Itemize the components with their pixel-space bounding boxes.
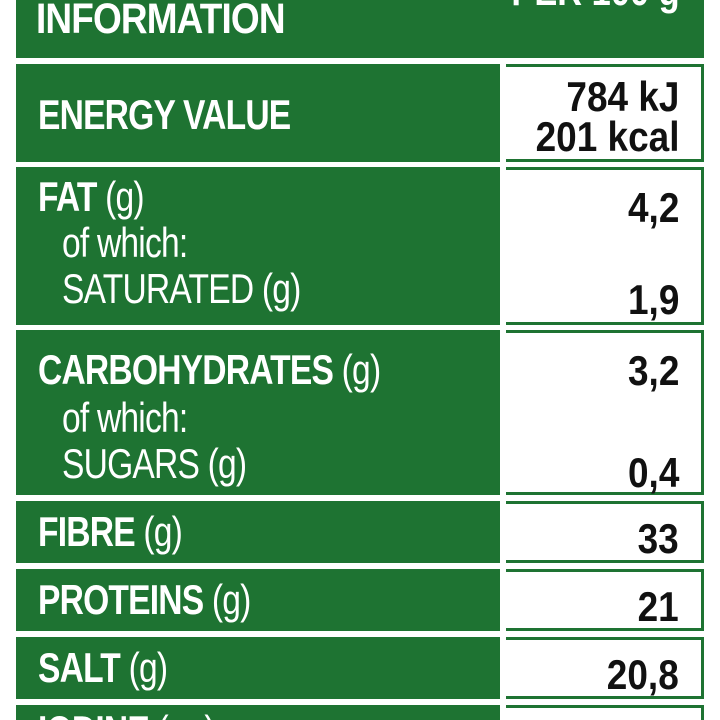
fat-value-cell: 4,2 1,9 — [506, 167, 704, 325]
carbohydrates-unit: (g) — [341, 346, 381, 393]
energy-kj-value: 784 kJ — [565, 73, 679, 120]
saturated-label-text: SATURATED — [62, 265, 254, 312]
proteins-label: PROTEINS (g) — [38, 576, 251, 624]
salt-unit: (g) — [128, 644, 168, 691]
proteins-value-cell: 21 — [506, 569, 704, 631]
proteins-value: 21 — [637, 583, 679, 630]
energy-label-cell: ENERGY VALUE — [16, 64, 500, 162]
sugars-unit: (g) — [207, 440, 247, 487]
fat-label: FAT (g) — [38, 173, 145, 221]
fat-of-which: of which: — [62, 219, 188, 266]
saturated-unit: (g) — [261, 265, 301, 312]
header-per-label: PER 100 g — [512, 0, 680, 15]
sugars-value: 0,4 — [627, 449, 679, 496]
carbohydrates-value: 3,2 — [627, 347, 679, 394]
fat-value: 4,2 — [627, 184, 679, 231]
fat-label-cell: FAT (g) of which: SATURATED (g) — [16, 167, 500, 325]
fibre-value: 33 — [637, 515, 679, 562]
iodine-label: IODINE (µg) — [38, 707, 216, 720]
sugars-label-text: SUGARS — [62, 440, 200, 487]
row-energy: ENERGY VALUE 784 kJ 201 kcal — [16, 64, 704, 162]
sugars-label: SUGARS (g) — [62, 440, 247, 488]
fibre-unit: (g) — [143, 508, 183, 555]
carbohydrates-value-cell: 3,2 0,4 — [506, 330, 704, 495]
row-salt: SALT (g) 20,8 — [16, 637, 704, 699]
energy-kcal-value: 201 kcal — [535, 113, 679, 160]
fibre-label: FIBRE (g) — [38, 508, 183, 556]
carbohydrates-label: CARBOHYDRATES (g) — [38, 346, 381, 394]
salt-label: SALT (g) — [38, 644, 168, 692]
fibre-value-cell: 33 — [506, 501, 704, 563]
fat-unit: (g) — [105, 173, 144, 220]
proteins-label-cell: PROTEINS (g) — [16, 569, 500, 631]
saturated-value: 1,9 — [627, 276, 679, 323]
row-proteins: PROTEINS (g) 21 — [16, 569, 704, 631]
fibre-label-text: FIBRE — [38, 508, 136, 555]
salt-value-cell: 20,8 — [506, 637, 704, 699]
salt-label-cell: SALT (g) — [16, 637, 500, 699]
salt-value: 20,8 — [607, 651, 679, 698]
fat-label-text: FAT — [38, 173, 97, 220]
header-title: INFORMATION — [36, 0, 286, 43]
carbohydrates-label-cell: CARBOHYDRATES (g) of which: SUGARS (g) — [16, 330, 500, 495]
carbohydrates-of-which: of which: — [62, 394, 188, 441]
saturated-label: SATURATED (g) — [62, 265, 301, 313]
proteins-label-text: PROTEINS — [38, 576, 204, 623]
salt-label-text: SALT — [38, 644, 121, 691]
iodine-label-cell: IODINE (µg) — [16, 705, 500, 720]
energy-label: ENERGY VALUE — [38, 91, 291, 138]
energy-value-cell: 784 kJ 201 kcal — [506, 64, 704, 162]
fibre-label-cell: FIBRE (g) — [16, 501, 500, 563]
iodine-value-cell — [506, 705, 704, 720]
iodine-label-text: IODINE — [38, 707, 150, 720]
row-carbohydrates: CARBOHYDRATES (g) of which: SUGARS (g) 3… — [16, 330, 704, 495]
row-fibre: FIBRE (g) 33 — [16, 501, 704, 563]
carbohydrates-label-text: CARBOHYDRATES — [38, 346, 334, 393]
proteins-unit: (g) — [211, 576, 251, 623]
row-iodine: IODINE (µg) — [16, 705, 704, 720]
table-header: INFORMATION PER 100 g — [16, 0, 704, 58]
row-fat: FAT (g) of which: SATURATED (g) 4,2 1,9 — [16, 167, 704, 325]
iodine-unit: (µg) — [157, 707, 215, 720]
